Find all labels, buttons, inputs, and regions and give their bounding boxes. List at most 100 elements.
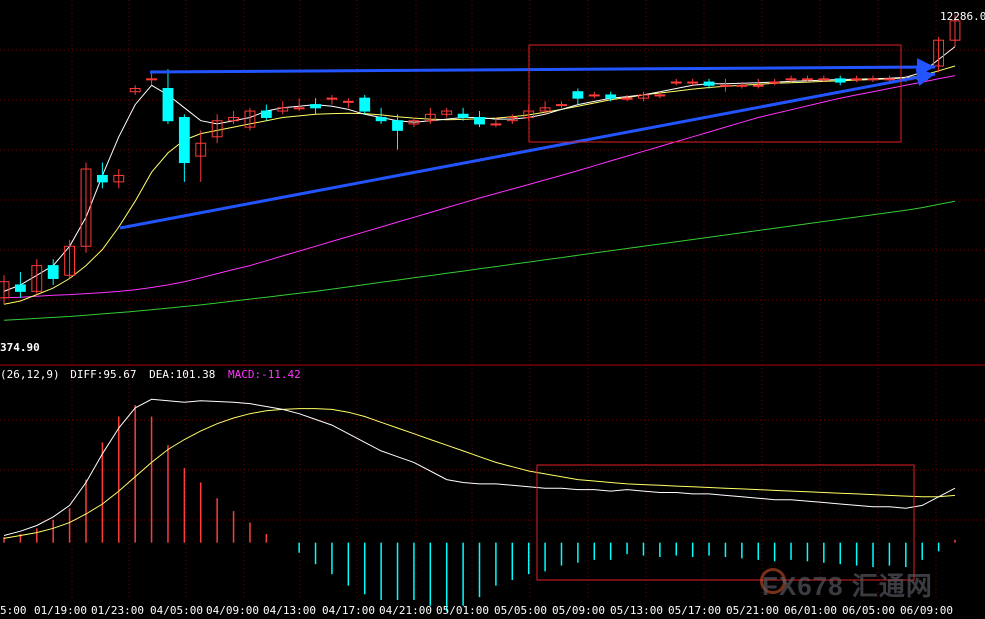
candle: [260, 104, 272, 121]
candle: [572, 88, 584, 105]
candle-up: [408, 120, 420, 125]
candle-up: [883, 78, 895, 81]
candle: [326, 94, 338, 105]
x-tick-label: 05/05:00: [494, 604, 547, 617]
support-arrow: [119, 68, 936, 230]
dea-line: [3, 408, 956, 539]
x-tick-label: 05/17:00: [668, 604, 721, 617]
x-tick-label: 05/21:00: [726, 604, 779, 617]
macd-panel: [3, 398, 956, 612]
diff-line: [3, 398, 956, 536]
candle: [752, 78, 764, 89]
candle: [64, 239, 76, 279]
candle-up: [818, 78, 830, 81]
x-tick-label: 06/05:00: [842, 604, 895, 617]
candle-up: [64, 245, 76, 276]
candle: [211, 114, 223, 144]
candle-up: [195, 142, 207, 157]
ma5-line: [3, 46, 956, 292]
candle: [441, 107, 453, 118]
candle-up: [736, 84, 748, 87]
candle: [539, 101, 551, 115]
candle-up: [31, 265, 43, 292]
candle: [31, 259, 43, 295]
candle: [342, 98, 354, 108]
ma60-line: [3, 200, 956, 321]
candle: [310, 98, 321, 115]
candle-down: [14, 284, 26, 292]
candle-up: [654, 94, 666, 97]
candle-up: [342, 100, 354, 103]
x-tick-label: 04/09:00: [206, 604, 259, 617]
price-panel: [0, 14, 961, 321]
candle-down: [834, 78, 846, 83]
candle-down: [572, 91, 584, 99]
candle-down: [457, 113, 469, 118]
candle: [178, 114, 190, 182]
candle: [277, 101, 289, 115]
candle: [588, 91, 600, 99]
candle: [195, 130, 207, 182]
candle: [113, 169, 125, 189]
candle: [769, 78, 781, 86]
candle: [375, 107, 387, 124]
candle-down: [359, 97, 371, 112]
grid: [0, 0, 985, 600]
candle-down: [178, 116, 190, 164]
candle-up: [0, 281, 10, 299]
candle-up: [670, 81, 682, 84]
x-tick-label: 05/13:00: [610, 604, 663, 617]
candle-down: [310, 104, 321, 109]
candle-up: [752, 84, 764, 87]
x-tick-label: 01/23:00: [91, 604, 144, 617]
x-tick-label: 01/19:00: [34, 604, 87, 617]
candle-up: [556, 104, 567, 107]
candle: [556, 101, 567, 108]
candle: [80, 162, 92, 253]
candle: [146, 72, 157, 86]
ma20-line: [3, 75, 956, 299]
candle-up: [949, 20, 961, 41]
candle-up: [211, 120, 223, 138]
macd-histogram: [3, 405, 956, 612]
candle-up: [785, 78, 797, 81]
candle: [408, 117, 420, 128]
candle-up: [687, 81, 699, 84]
macd-legend: (26,12,9) DIFF:95.67 DEA:101.38 MACD:-11…: [0, 368, 301, 381]
macd-box: [536, 464, 915, 581]
candle: [851, 75, 863, 83]
candle: [129, 85, 141, 95]
candle-up: [277, 107, 289, 112]
candle-down: [605, 94, 617, 99]
candle: [359, 94, 371, 115]
candle-up: [424, 113, 436, 122]
candle: [162, 69, 174, 124]
candle-up: [228, 116, 239, 122]
candle: [621, 94, 633, 102]
candle-up: [244, 110, 256, 128]
candle-down: [375, 116, 387, 122]
x-tick-label: 05/01:00: [436, 604, 489, 617]
candle-down: [162, 88, 174, 122]
macd-annotations: [536, 464, 915, 581]
candle-up: [588, 94, 600, 97]
x-tick-label: 05/09:00: [552, 604, 605, 617]
candle-up: [621, 97, 633, 100]
candle-up: [113, 174, 125, 183]
candle-up: [539, 107, 551, 112]
candle-up: [802, 78, 813, 81]
candle-up: [851, 78, 863, 81]
candle: [867, 75, 879, 83]
candle: [720, 78, 731, 92]
candle-up: [129, 88, 141, 93]
candle: [949, 14, 961, 47]
candle: [228, 111, 239, 124]
candle-down: [474, 116, 485, 125]
candle-up: [916, 78, 928, 81]
candle: [0, 275, 10, 305]
macd-lines: [3, 398, 956, 539]
candle-up: [293, 107, 305, 110]
x-tick-label: 04/21:00: [379, 604, 432, 617]
candle: [457, 107, 469, 121]
candle: [670, 78, 682, 86]
